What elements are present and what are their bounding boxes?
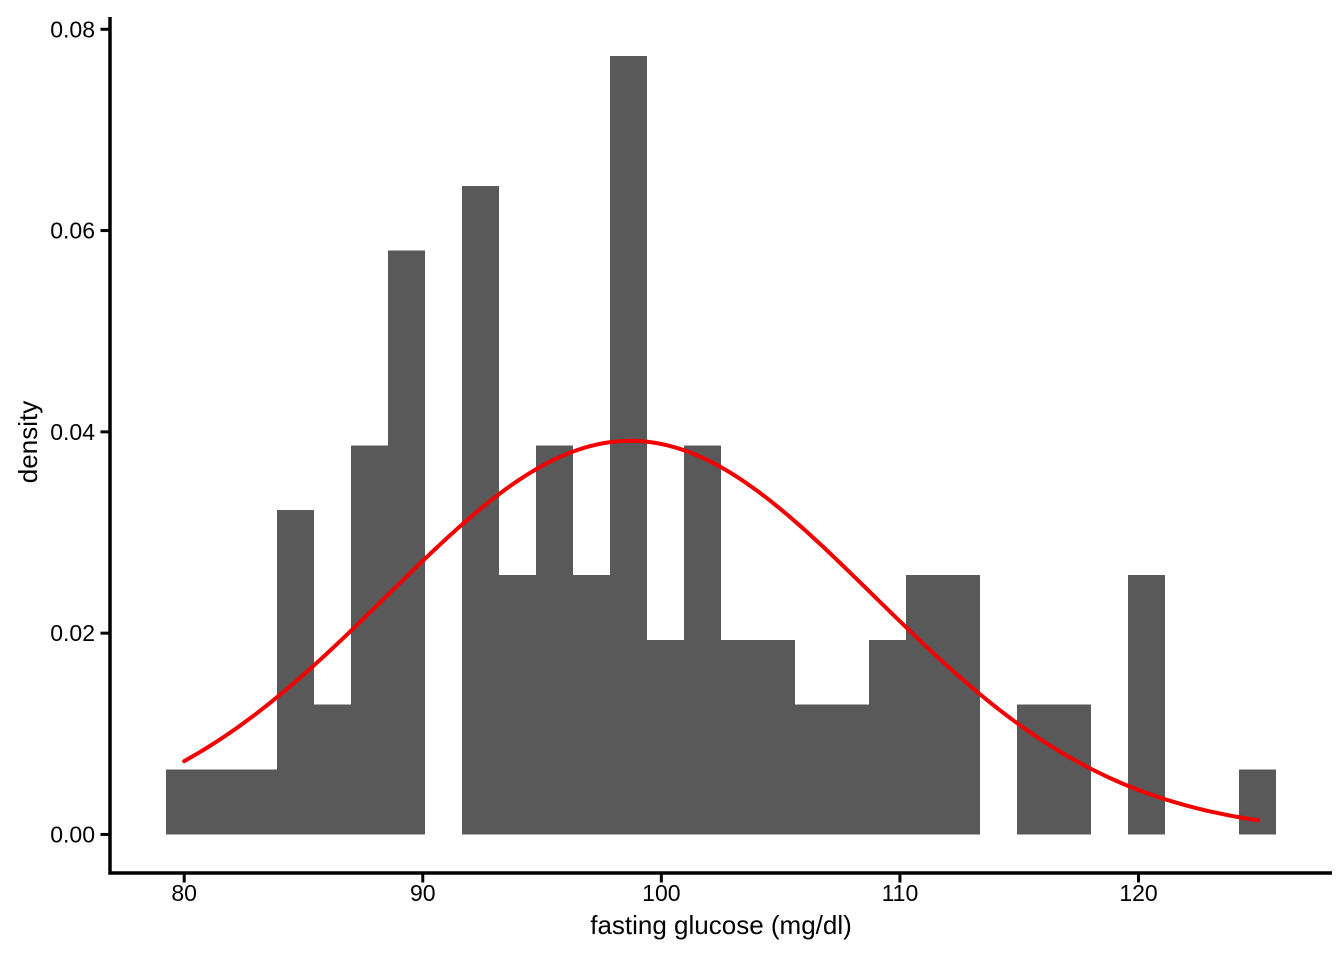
histogram-bar [647,639,684,835]
histogram-bar [943,575,980,835]
axis-lines [108,17,1332,875]
x-axis-title: fasting glucose (mg/dl) [590,910,852,940]
histogram-bar [795,704,832,835]
histogram-bar [351,445,388,835]
normal-density-curve [182,438,1260,823]
y-tick-label: 0.08 [50,16,95,42]
histogram-bar [832,704,869,835]
y-axis: 0.00 0.02 0.04 0.06 0.08 [50,16,110,847]
histogram-bar [906,575,943,835]
x-tick-label: 120 [1119,880,1157,906]
histogram-bar [684,445,721,835]
histogram-bar [1017,704,1054,835]
x-tick-label: 90 [410,880,436,906]
x-tick-label: 110 [882,880,919,906]
histogram-bar [758,639,795,835]
y-tick-label: 0.04 [50,419,95,445]
histogram-bar [499,575,536,835]
x-tick-label: 80 [171,880,197,906]
y-tick-label: 0.02 [50,620,95,646]
histogram-bar [573,575,610,835]
histogram-bar [166,769,203,835]
histogram-bar [610,56,647,835]
x-tick-label: 100 [642,880,680,906]
histogram-bar [536,445,573,835]
x-axis: 80 90 100 110 120 [171,873,1158,906]
y-axis-title: density [13,401,43,483]
histogram-bar [1054,704,1091,835]
histogram-bar [314,704,351,835]
histogram-bars [166,56,1276,835]
histogram-bar [240,769,277,835]
histogram-bar [1239,769,1276,835]
histogram-bar [203,769,240,835]
histogram-bar [388,250,425,835]
histogram-bar [721,639,758,835]
histogram-bar [869,639,906,835]
y-tick-label: 0.06 [50,218,95,244]
y-tick-label: 0.00 [50,821,95,847]
